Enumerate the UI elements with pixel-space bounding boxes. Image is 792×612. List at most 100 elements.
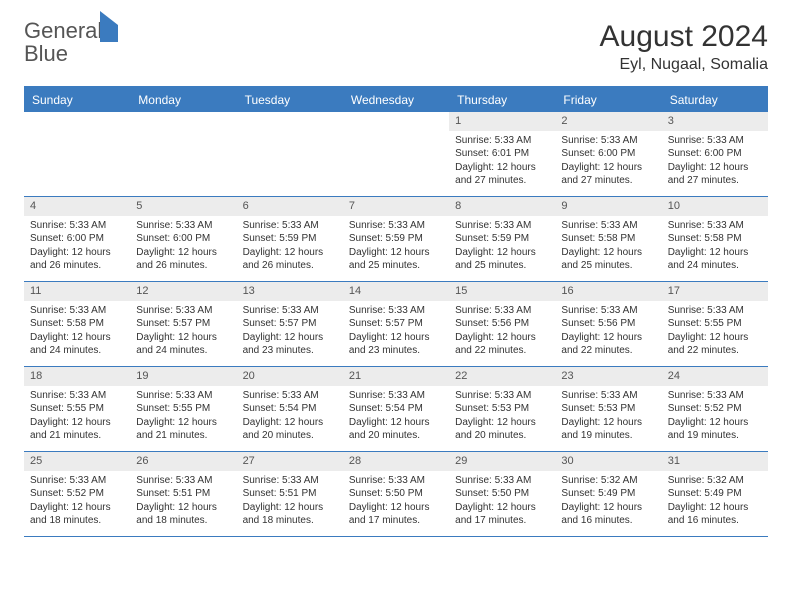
- calendar-page: General Blue August 2024 Eyl, Nugaal, So…: [0, 0, 792, 557]
- daylight-line: Daylight: 12 hours and 16 minutes.: [561, 501, 655, 528]
- day-cell: 1Sunrise: 5:33 AMSunset: 6:01 PMDaylight…: [449, 112, 555, 196]
- sunset-line: Sunset: 6:00 PM: [561, 147, 655, 161]
- daylight-line: Daylight: 12 hours and 24 minutes.: [30, 331, 124, 358]
- day-number: 3: [662, 112, 768, 131]
- day-content: Sunrise: 5:33 AMSunset: 5:51 PMDaylight:…: [237, 471, 343, 532]
- day-content: Sunrise: 5:32 AMSunset: 5:49 PMDaylight:…: [555, 471, 661, 532]
- daylight-line: Daylight: 12 hours and 18 minutes.: [30, 501, 124, 528]
- day-number: 1: [449, 112, 555, 131]
- day-cell: 4Sunrise: 5:33 AMSunset: 6:00 PMDaylight…: [24, 197, 130, 281]
- daylight-line: Daylight: 12 hours and 22 minutes.: [455, 331, 549, 358]
- daylight-line: Daylight: 12 hours and 26 minutes.: [30, 246, 124, 273]
- logo-word1: General: [24, 18, 102, 43]
- day-number: 29: [449, 452, 555, 471]
- sunset-line: Sunset: 5:51 PM: [136, 487, 230, 501]
- sunset-line: Sunset: 6:00 PM: [136, 232, 230, 246]
- day-cell: 3Sunrise: 5:33 AMSunset: 6:00 PMDaylight…: [662, 112, 768, 196]
- day-cell: 18Sunrise: 5:33 AMSunset: 5:55 PMDayligh…: [24, 367, 130, 451]
- sunset-line: Sunset: 5:53 PM: [561, 402, 655, 416]
- sunrise-line: Sunrise: 5:32 AM: [668, 474, 762, 488]
- daylight-line: Daylight: 12 hours and 24 minutes.: [136, 331, 230, 358]
- day-number: 5: [130, 197, 236, 216]
- month-title: August 2024: [600, 20, 768, 54]
- day-number: 11: [24, 282, 130, 301]
- day-content: Sunrise: 5:33 AMSunset: 5:57 PMDaylight:…: [130, 301, 236, 362]
- day-cell: 14Sunrise: 5:33 AMSunset: 5:57 PMDayligh…: [343, 282, 449, 366]
- sunset-line: Sunset: 5:55 PM: [136, 402, 230, 416]
- sunset-line: Sunset: 5:58 PM: [30, 317, 124, 331]
- day-cell: 19Sunrise: 5:33 AMSunset: 5:55 PMDayligh…: [130, 367, 236, 451]
- day-content: Sunrise: 5:33 AMSunset: 6:00 PMDaylight:…: [24, 216, 130, 277]
- day-cell: 24Sunrise: 5:33 AMSunset: 5:52 PMDayligh…: [662, 367, 768, 451]
- weekday-header: Monday: [130, 88, 236, 112]
- day-cell: 28Sunrise: 5:33 AMSunset: 5:50 PMDayligh…: [343, 452, 449, 536]
- day-content: Sunrise: 5:33 AMSunset: 5:58 PMDaylight:…: [24, 301, 130, 362]
- sunset-line: Sunset: 5:49 PM: [668, 487, 762, 501]
- weekday-header: Friday: [555, 88, 661, 112]
- day-number: 15: [449, 282, 555, 301]
- day-content: Sunrise: 5:33 AMSunset: 6:01 PMDaylight:…: [449, 131, 555, 192]
- sunset-line: Sunset: 5:53 PM: [455, 402, 549, 416]
- sunrise-line: Sunrise: 5:33 AM: [668, 134, 762, 148]
- day-number: 27: [237, 452, 343, 471]
- sunrise-line: Sunrise: 5:33 AM: [455, 219, 549, 233]
- sunset-line: Sunset: 5:59 PM: [455, 232, 549, 246]
- weeks-container: 1Sunrise: 5:33 AMSunset: 6:01 PMDaylight…: [24, 112, 768, 537]
- sunrise-line: Sunrise: 5:33 AM: [561, 389, 655, 403]
- sunrise-line: Sunrise: 5:33 AM: [455, 304, 549, 318]
- day-cell: 25Sunrise: 5:33 AMSunset: 5:52 PMDayligh…: [24, 452, 130, 536]
- day-number: 21: [343, 367, 449, 386]
- day-number: 13: [237, 282, 343, 301]
- day-content: Sunrise: 5:33 AMSunset: 5:59 PMDaylight:…: [237, 216, 343, 277]
- sunrise-line: Sunrise: 5:33 AM: [243, 389, 337, 403]
- daylight-line: Daylight: 12 hours and 23 minutes.: [349, 331, 443, 358]
- day-number: 31: [662, 452, 768, 471]
- day-cell: 20Sunrise: 5:33 AMSunset: 5:54 PMDayligh…: [237, 367, 343, 451]
- sunrise-line: Sunrise: 5:33 AM: [349, 304, 443, 318]
- day-number: 23: [555, 367, 661, 386]
- day-number: 30: [555, 452, 661, 471]
- empty-cell: [343, 112, 449, 196]
- day-cell: 5Sunrise: 5:33 AMSunset: 6:00 PMDaylight…: [130, 197, 236, 281]
- weekday-header: Sunday: [24, 88, 130, 112]
- day-content: Sunrise: 5:33 AMSunset: 5:57 PMDaylight:…: [343, 301, 449, 362]
- sunset-line: Sunset: 6:00 PM: [30, 232, 124, 246]
- sunset-line: Sunset: 6:00 PM: [668, 147, 762, 161]
- sunset-line: Sunset: 5:50 PM: [349, 487, 443, 501]
- daylight-line: Daylight: 12 hours and 25 minutes.: [455, 246, 549, 273]
- day-content: Sunrise: 5:33 AMSunset: 6:00 PMDaylight:…: [555, 131, 661, 192]
- day-content: Sunrise: 5:33 AMSunset: 5:50 PMDaylight:…: [449, 471, 555, 532]
- daylight-line: Daylight: 12 hours and 21 minutes.: [30, 416, 124, 443]
- day-content: Sunrise: 5:33 AMSunset: 5:55 PMDaylight:…: [662, 301, 768, 362]
- day-content: Sunrise: 5:33 AMSunset: 5:54 PMDaylight:…: [237, 386, 343, 447]
- day-number: 17: [662, 282, 768, 301]
- day-content: Sunrise: 5:32 AMSunset: 5:49 PMDaylight:…: [662, 471, 768, 532]
- sunrise-line: Sunrise: 5:33 AM: [561, 304, 655, 318]
- sunset-line: Sunset: 5:54 PM: [243, 402, 337, 416]
- sunrise-line: Sunrise: 5:33 AM: [349, 389, 443, 403]
- daylight-line: Daylight: 12 hours and 25 minutes.: [561, 246, 655, 273]
- sunset-line: Sunset: 5:59 PM: [243, 232, 337, 246]
- week-row: 18Sunrise: 5:33 AMSunset: 5:55 PMDayligh…: [24, 367, 768, 452]
- day-number: 8: [449, 197, 555, 216]
- day-cell: 17Sunrise: 5:33 AMSunset: 5:55 PMDayligh…: [662, 282, 768, 366]
- day-content: Sunrise: 5:33 AMSunset: 5:50 PMDaylight:…: [343, 471, 449, 532]
- day-cell: 15Sunrise: 5:33 AMSunset: 5:56 PMDayligh…: [449, 282, 555, 366]
- sunset-line: Sunset: 5:58 PM: [668, 232, 762, 246]
- day-content: Sunrise: 5:33 AMSunset: 5:59 PMDaylight:…: [343, 216, 449, 277]
- day-cell: 11Sunrise: 5:33 AMSunset: 5:58 PMDayligh…: [24, 282, 130, 366]
- day-cell: 12Sunrise: 5:33 AMSunset: 5:57 PMDayligh…: [130, 282, 236, 366]
- day-cell: 31Sunrise: 5:32 AMSunset: 5:49 PMDayligh…: [662, 452, 768, 536]
- sunset-line: Sunset: 5:52 PM: [30, 487, 124, 501]
- day-number: 19: [130, 367, 236, 386]
- day-content: Sunrise: 5:33 AMSunset: 5:58 PMDaylight:…: [662, 216, 768, 277]
- day-cell: 13Sunrise: 5:33 AMSunset: 5:57 PMDayligh…: [237, 282, 343, 366]
- day-cell: 21Sunrise: 5:33 AMSunset: 5:54 PMDayligh…: [343, 367, 449, 451]
- day-number: 12: [130, 282, 236, 301]
- day-number: 22: [449, 367, 555, 386]
- logo-text: General Blue: [24, 20, 118, 66]
- daylight-line: Daylight: 12 hours and 18 minutes.: [136, 501, 230, 528]
- day-cell: 7Sunrise: 5:33 AMSunset: 5:59 PMDaylight…: [343, 197, 449, 281]
- day-cell: 27Sunrise: 5:33 AMSunset: 5:51 PMDayligh…: [237, 452, 343, 536]
- daylight-line: Daylight: 12 hours and 27 minutes.: [561, 161, 655, 188]
